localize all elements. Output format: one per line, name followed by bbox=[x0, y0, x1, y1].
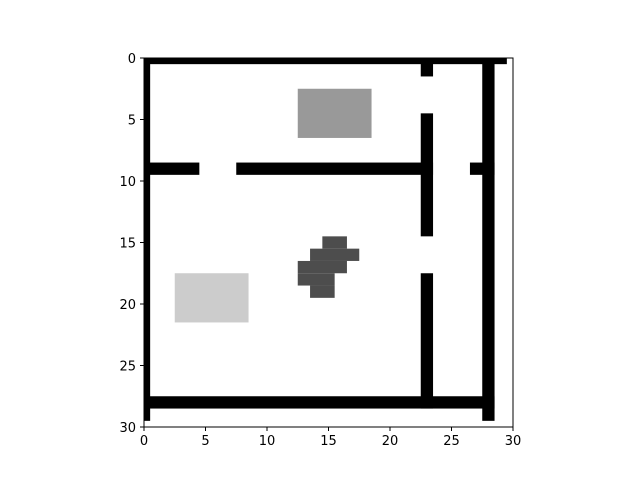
y-tick-label: 5 bbox=[128, 114, 136, 129]
x-tick-label: 25 bbox=[443, 434, 460, 449]
y-axis: 0 5 10 15 20 25 30 bbox=[119, 52, 144, 436]
y-tick-label: 10 bbox=[119, 175, 136, 190]
cell-wall bbox=[420, 58, 434, 77]
cell-wall bbox=[144, 162, 200, 175]
x-tick-label: 0 bbox=[140, 434, 148, 449]
x-tick-label: 20 bbox=[382, 434, 399, 449]
cell-dark-object bbox=[322, 236, 347, 249]
cell-wall bbox=[482, 58, 495, 421]
cell-dark-object bbox=[310, 285, 335, 298]
cell-dark-object bbox=[297, 273, 335, 286]
cell-dark-object bbox=[297, 260, 347, 274]
cell-wall bbox=[236, 162, 434, 175]
cell-wall bbox=[144, 58, 151, 421]
cell-wall bbox=[144, 58, 507, 65]
x-tick-label: 15 bbox=[320, 434, 337, 449]
x-axis: 0 5 10 15 20 25 30 bbox=[140, 427, 521, 449]
map-cells bbox=[144, 58, 507, 421]
plot-axes: 0 5 10 15 20 25 30 0 5 10 15 20 25 30 bbox=[119, 52, 521, 449]
cell-mid-object bbox=[297, 88, 372, 138]
y-tick-label: 20 bbox=[119, 298, 136, 313]
y-tick-label: 0 bbox=[128, 52, 136, 67]
y-tick-label: 25 bbox=[119, 360, 136, 375]
x-tick-label: 10 bbox=[259, 434, 276, 449]
cell-wall bbox=[469, 162, 495, 175]
cell-wall bbox=[420, 273, 434, 409]
cell-wall bbox=[144, 396, 495, 409]
y-tick-label: 30 bbox=[119, 421, 136, 436]
y-tick-label: 15 bbox=[119, 237, 136, 252]
cell-light-object bbox=[174, 273, 249, 323]
x-tick-label: 5 bbox=[201, 434, 209, 449]
cell-dark-object bbox=[310, 248, 360, 261]
x-tick-label: 30 bbox=[505, 434, 522, 449]
